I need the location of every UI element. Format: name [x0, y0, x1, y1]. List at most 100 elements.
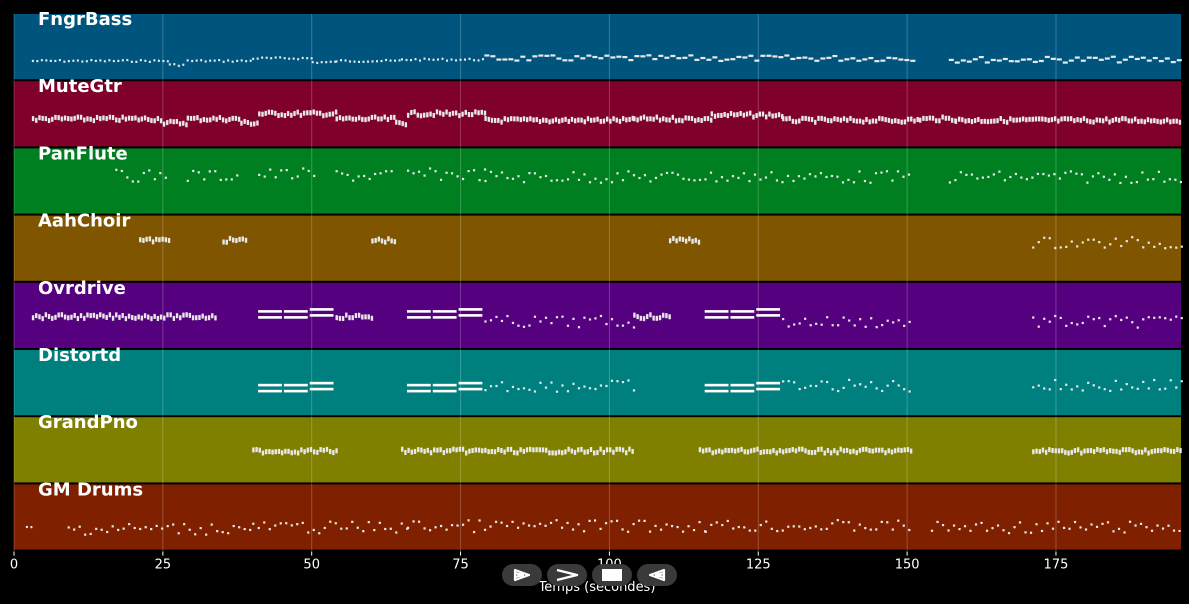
note	[428, 58, 431, 61]
note	[354, 313, 358, 319]
note	[893, 448, 897, 454]
note	[1156, 524, 1159, 527]
note	[191, 315, 195, 321]
note	[586, 54, 592, 57]
note	[258, 389, 282, 393]
note	[164, 176, 167, 179]
note	[551, 118, 554, 124]
note	[1075, 172, 1078, 175]
note	[148, 60, 151, 63]
note	[616, 55, 622, 58]
play-forward-button[interactable]	[502, 564, 542, 586]
note	[1123, 531, 1126, 534]
note	[293, 449, 297, 455]
note	[1131, 448, 1134, 454]
note	[1121, 447, 1125, 453]
note	[76, 316, 80, 322]
note	[1164, 57, 1170, 60]
play-backward-button[interactable]	[637, 564, 677, 586]
note	[831, 522, 834, 525]
note	[423, 174, 426, 177]
note	[456, 524, 459, 527]
note	[67, 116, 70, 122]
next-button[interactable]	[547, 564, 587, 586]
note	[1087, 315, 1090, 318]
note	[776, 529, 779, 533]
note	[1158, 388, 1161, 391]
note	[960, 59, 966, 62]
note	[439, 178, 443, 181]
note	[1142, 318, 1145, 321]
note	[526, 59, 532, 62]
note	[103, 60, 106, 63]
note	[319, 447, 322, 453]
note	[302, 167, 305, 170]
note	[252, 447, 255, 453]
note	[95, 114, 99, 120]
note	[736, 112, 739, 118]
note	[621, 324, 625, 327]
note	[520, 55, 526, 58]
note	[468, 57, 471, 60]
note	[44, 312, 48, 318]
note	[323, 526, 326, 530]
note	[733, 448, 737, 454]
note	[898, 58, 904, 61]
note	[568, 59, 574, 62]
note	[301, 56, 304, 60]
note	[416, 112, 419, 118]
note	[697, 239, 701, 245]
note	[1083, 448, 1086, 454]
note	[484, 389, 487, 392]
note	[714, 449, 718, 455]
note	[290, 524, 293, 527]
note	[881, 447, 884, 453]
note	[1092, 119, 1095, 125]
note	[1014, 60, 1020, 63]
playback-controls	[502, 564, 682, 586]
note	[371, 238, 374, 244]
note	[710, 523, 713, 526]
note	[309, 308, 334, 311]
note	[996, 524, 1000, 527]
note	[849, 115, 852, 121]
note	[713, 113, 717, 119]
note	[1158, 59, 1164, 63]
note	[505, 524, 509, 528]
note	[532, 117, 535, 123]
note	[704, 316, 729, 319]
stop-button[interactable]	[592, 564, 632, 586]
note	[792, 179, 795, 183]
note	[570, 116, 574, 122]
note	[1012, 117, 1015, 123]
note	[874, 447, 878, 453]
note	[527, 524, 531, 527]
note	[1115, 448, 1118, 454]
note	[615, 446, 618, 452]
note	[681, 236, 685, 242]
note	[1095, 117, 1098, 123]
note	[589, 447, 593, 453]
note	[1147, 387, 1150, 390]
note	[712, 56, 718, 59]
note	[586, 449, 590, 455]
note	[610, 379, 614, 382]
note	[736, 55, 742, 59]
note	[925, 116, 928, 122]
note	[334, 109, 338, 115]
note	[768, 111, 771, 117]
note	[1080, 59, 1086, 62]
note	[771, 113, 774, 119]
note	[903, 388, 906, 391]
note	[162, 121, 166, 127]
note	[1118, 449, 1121, 455]
track-notes	[31, 308, 1183, 329]
note	[791, 118, 795, 124]
note	[163, 315, 166, 321]
note	[870, 381, 873, 384]
note	[374, 172, 377, 176]
note	[31, 315, 35, 321]
note	[484, 179, 487, 183]
note	[1131, 321, 1134, 324]
note	[583, 119, 586, 125]
